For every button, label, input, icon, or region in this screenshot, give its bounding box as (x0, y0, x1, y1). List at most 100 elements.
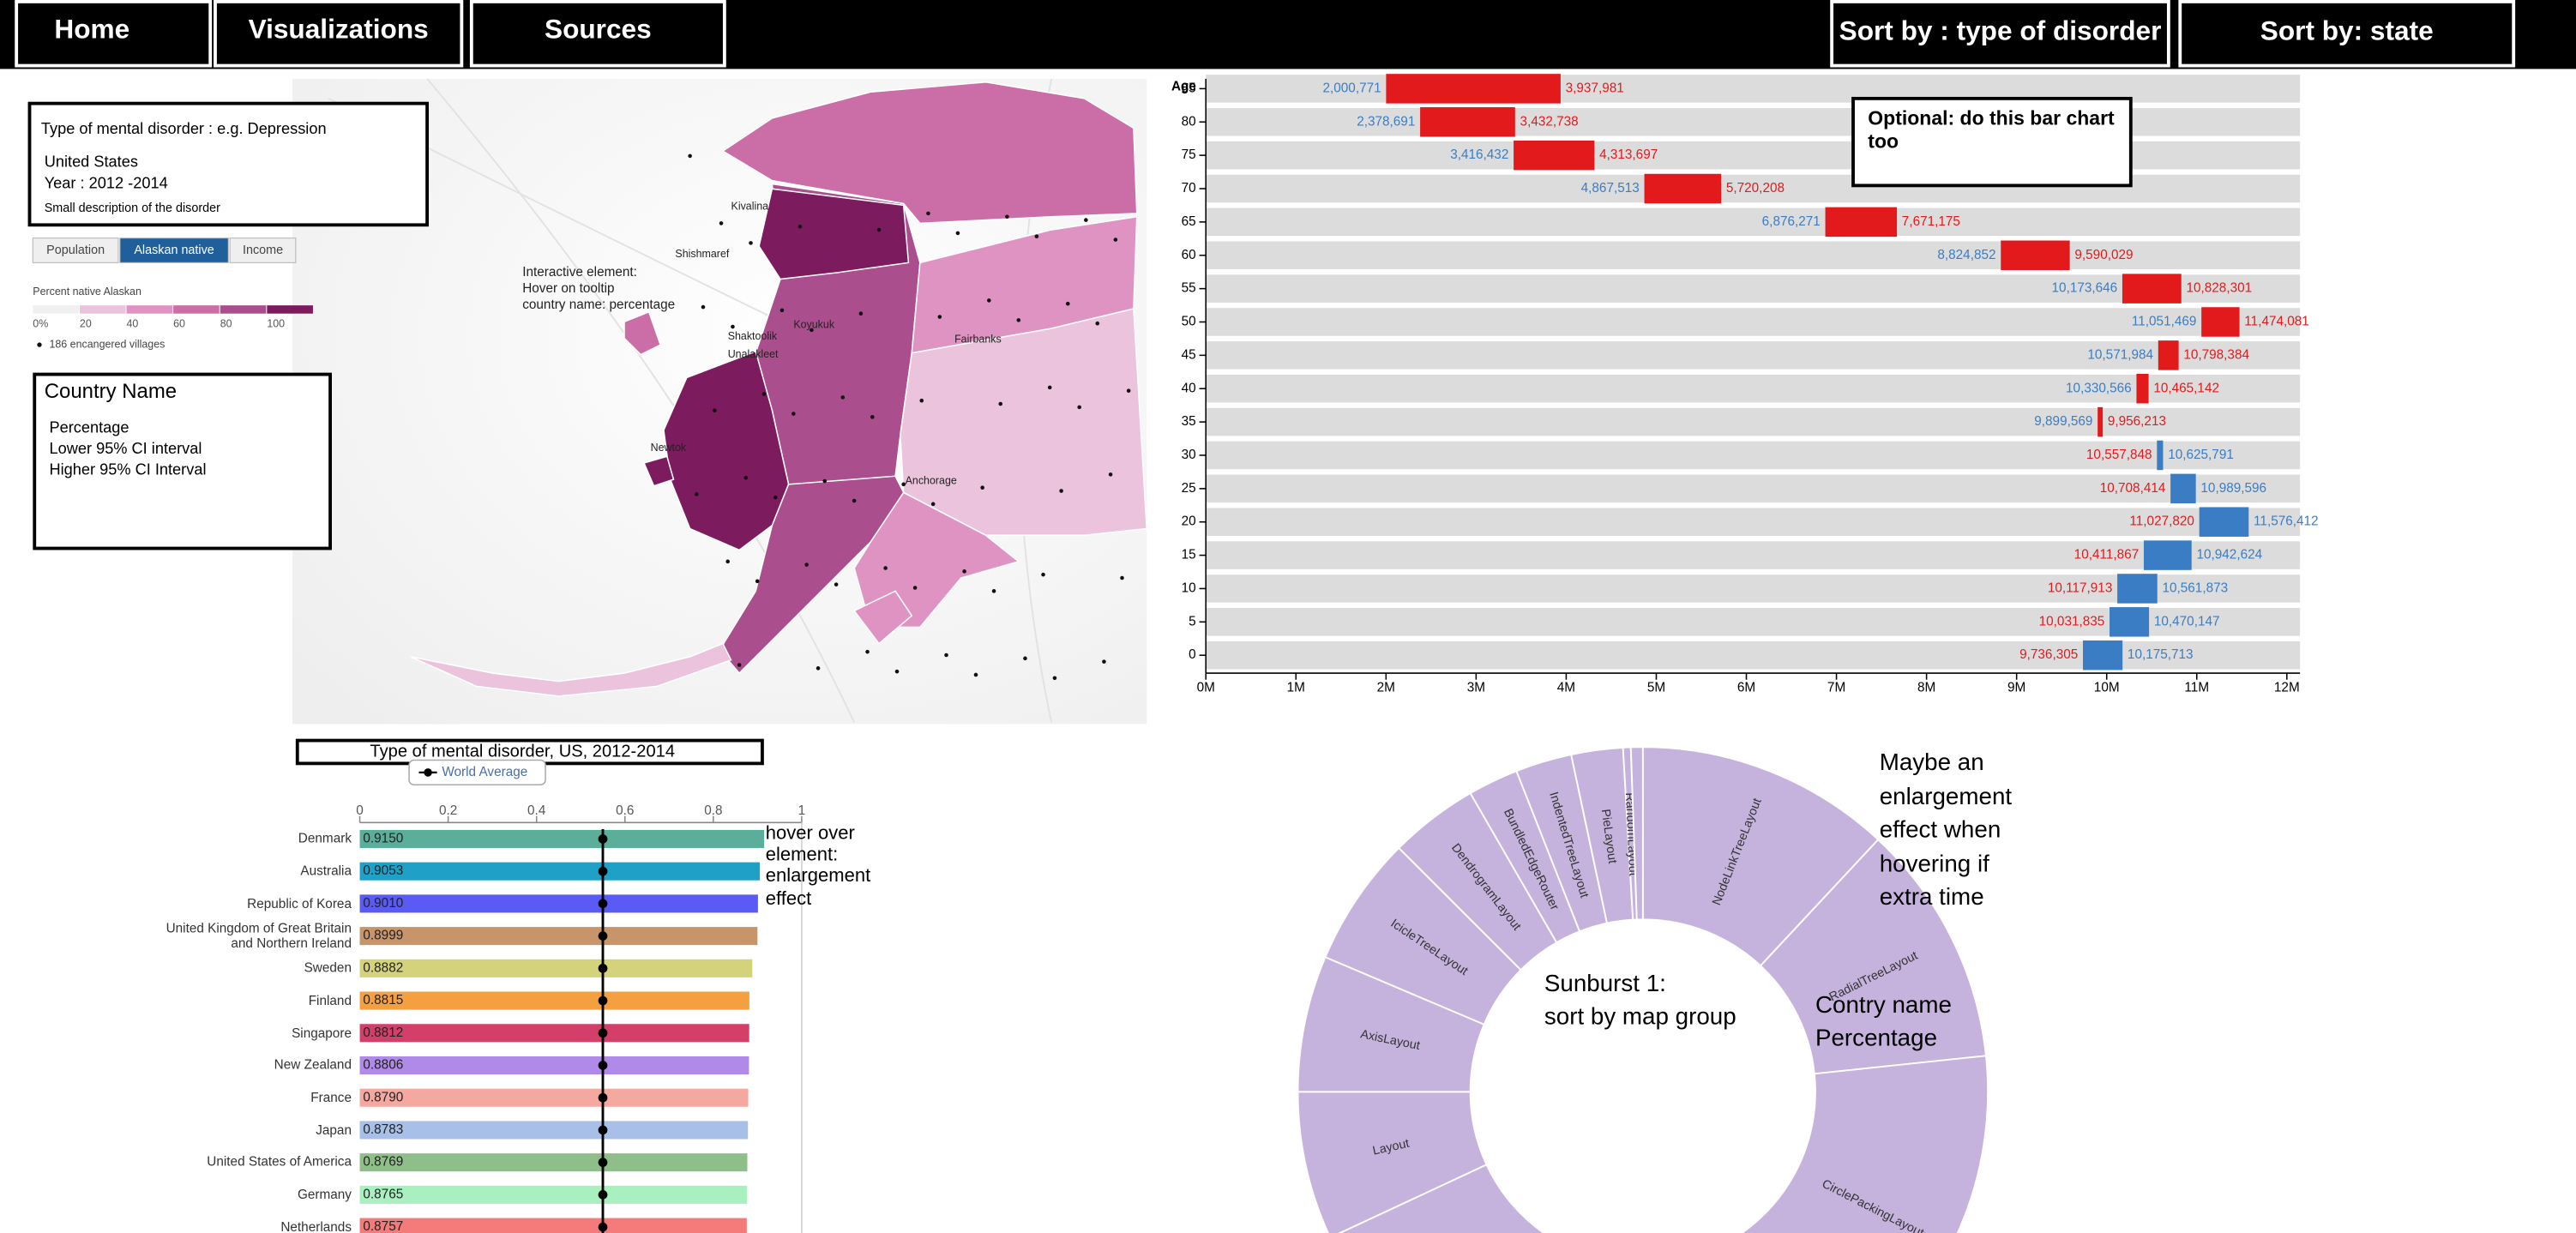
value-label: 10,561,873 (2162, 580, 2228, 595)
range-bar (2122, 274, 2182, 304)
sunburst-segment[interactable] (1629, 746, 1644, 921)
place-label: Fairbanks (954, 334, 1002, 346)
chart-annotation: Optional: do this bar chart too (1868, 108, 2115, 153)
y-tick-label: 35 (1182, 414, 1196, 429)
bar[interactable] (359, 829, 765, 848)
value-label: 11,027,820 (2129, 514, 2194, 529)
nav-button[interactable] (15, 0, 213, 68)
legend-swatch (79, 305, 126, 314)
place-label: Kivalina (731, 201, 769, 213)
village-dot (1059, 489, 1063, 493)
toggle-button[interactable] (32, 238, 119, 263)
legend-label: 100 (267, 317, 285, 329)
village-dot (834, 582, 839, 586)
bar[interactable] (359, 1218, 747, 1233)
y-tick-label: 10 (1182, 580, 1196, 595)
sunburst-segment[interactable] (1729, 1055, 1989, 1233)
x-tick-label: 0.8 (704, 803, 722, 818)
toggle-button[interactable] (119, 238, 229, 263)
chart-annotation: Maybe an enlargement effect when hoverin… (1879, 750, 2013, 911)
bar[interactable] (359, 927, 758, 946)
place-label: Koyukuk (793, 318, 834, 330)
center-text: sort by map group (1544, 1002, 1736, 1029)
range-bar (2136, 373, 2149, 404)
village-dot (1084, 218, 1088, 222)
bar[interactable] (359, 1024, 749, 1043)
sunburst-segment[interactable] (1759, 838, 1987, 1075)
y-tick-label: 75 (1182, 147, 1196, 162)
reference-dot (598, 899, 608, 909)
bar[interactable] (359, 991, 749, 1010)
y-tick-label: 20 (1182, 514, 1196, 529)
village-dot (926, 211, 930, 216)
sunburst-segment[interactable] (1641, 746, 1880, 967)
sort-label: Sort by: state (2260, 15, 2434, 46)
toggle-button[interactable] (229, 238, 297, 263)
toggle-label: Population (46, 244, 105, 257)
chart-annotation-box: Maybe an enlargement effect when hoverin… (1879, 750, 2013, 911)
nav-button[interactable] (214, 0, 464, 68)
x-tick-label: 2M (1377, 680, 1395, 695)
value-label: 6,876,271 (1762, 214, 1821, 229)
map-note: country name: percentage (522, 298, 675, 312)
village-dot (1016, 318, 1021, 322)
category-label: Singapore (292, 1025, 352, 1041)
nav-button[interactable] (469, 0, 726, 68)
info-title: Type of mental disorder : e.g. Depressio… (41, 120, 327, 137)
value-label: 0.9010 (363, 896, 403, 911)
village-dot (713, 408, 717, 412)
village-dot (1102, 659, 1106, 664)
nav-label: Home (54, 14, 129, 45)
bar[interactable] (359, 959, 753, 977)
value-label: 10,942,624 (2196, 548, 2262, 562)
map-region (853, 590, 913, 645)
bar[interactable] (359, 1185, 748, 1204)
village-dot (719, 221, 724, 226)
category-label: Germany (297, 1187, 352, 1202)
range-bar (2110, 607, 2150, 637)
x-tick-label: 11M (2184, 680, 2209, 695)
x-tick-label: 0.2 (439, 803, 457, 818)
sort-label: Sort by : type of disorder (1839, 15, 2162, 46)
range-bar (2201, 307, 2240, 337)
row-band (1206, 141, 2301, 170)
x-tick-label: 8M (1917, 680, 1935, 695)
value-label: 10,571,984 (2087, 347, 2153, 362)
value-label: 0.8815 (363, 993, 403, 1007)
bar[interactable] (359, 1088, 749, 1107)
legend-title: Percent native Alaskan (33, 286, 141, 298)
village-dot (865, 649, 870, 654)
bar[interactable] (359, 1153, 748, 1172)
y-tick-label: 80 (1182, 114, 1196, 129)
reference-dot (598, 834, 608, 844)
village-dot (852, 498, 857, 503)
x-tick-label: 12M (2274, 680, 2300, 695)
toggle-label: Alaskan native (134, 244, 214, 257)
category-label: United States of America (207, 1154, 352, 1170)
x-tick-label: 0.4 (527, 803, 546, 818)
value-label: 3,937,981 (1566, 81, 1624, 95)
sort-button[interactable] (2178, 0, 2516, 68)
title-frame (295, 738, 764, 766)
sort-button[interactable] (1830, 0, 2170, 68)
village-dot (810, 328, 814, 333)
hover-text: Percentage (1815, 1024, 1937, 1050)
village-dot (1065, 301, 1070, 306)
village-dot (876, 227, 882, 232)
row-band (1206, 508, 2301, 536)
range-bar (2083, 640, 2123, 671)
bar[interactable] (359, 894, 758, 913)
bar[interactable] (359, 862, 761, 881)
category-label-box: United Kingdom of Great Britain and Nort… (166, 921, 352, 951)
category-label-box: Japan (316, 1122, 352, 1137)
row-band (1206, 241, 2301, 270)
village-dot (840, 395, 846, 400)
tooltip-line: Higher 95% CI Interval (49, 461, 206, 478)
bar[interactable] (359, 1121, 749, 1140)
sunburst-segment[interactable] (1330, 1164, 1643, 1233)
tooltip-title: Country Name (45, 380, 177, 403)
bar[interactable] (359, 1056, 749, 1075)
village-dot (955, 231, 960, 236)
village-dot (1120, 575, 1124, 580)
value-label: 9,899,569 (2034, 414, 2092, 429)
